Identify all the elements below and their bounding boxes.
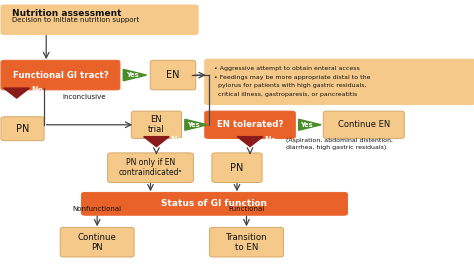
Text: PN: PN [16, 124, 29, 134]
Text: • Aggressive attempt to obtain enteral access: • Aggressive attempt to obtain enteral a… [214, 66, 360, 71]
Text: pylorus for patients with high gastric residuals,: pylorus for patients with high gastric r… [214, 83, 367, 88]
Text: (Aspiration, abdominal distention,: (Aspiration, abdominal distention, [285, 138, 392, 143]
Text: Nonfunctional: Nonfunctional [73, 206, 122, 212]
FancyBboxPatch shape [60, 227, 134, 257]
Polygon shape [185, 119, 208, 130]
Text: EN: EN [166, 70, 180, 80]
Text: Yes: Yes [301, 122, 313, 128]
FancyBboxPatch shape [131, 111, 182, 138]
Text: PN: PN [230, 163, 244, 173]
Polygon shape [299, 119, 321, 130]
FancyBboxPatch shape [1, 60, 120, 90]
Text: • Feedings may be more appropriate distal to the: • Feedings may be more appropriate dista… [214, 75, 371, 79]
Text: EN tolerated?: EN tolerated? [217, 120, 283, 129]
FancyBboxPatch shape [82, 192, 347, 215]
Text: No: No [171, 136, 182, 144]
Text: Decision to initiate nutrition support: Decision to initiate nutrition support [12, 17, 139, 23]
Polygon shape [4, 88, 29, 98]
FancyBboxPatch shape [205, 59, 474, 105]
Text: PN only if EN
contraindicatedᵃ: PN only if EN contraindicatedᵃ [119, 158, 182, 178]
FancyBboxPatch shape [205, 111, 295, 138]
FancyBboxPatch shape [1, 5, 198, 34]
Text: diarrhea, high gastric residuals): diarrhea, high gastric residuals) [285, 145, 386, 150]
Text: Continue
PN: Continue PN [78, 233, 117, 252]
Text: Transition
to EN: Transition to EN [226, 233, 267, 252]
Text: Inconclusive: Inconclusive [63, 94, 106, 100]
Text: No: No [31, 86, 43, 95]
Polygon shape [123, 69, 146, 81]
Text: Functional GI tract?: Functional GI tract? [12, 70, 109, 80]
FancyBboxPatch shape [212, 153, 262, 182]
FancyBboxPatch shape [323, 111, 404, 138]
FancyBboxPatch shape [150, 60, 196, 90]
Text: Functional: Functional [228, 206, 264, 212]
Text: EN
trial: EN trial [148, 115, 165, 134]
Text: Yes: Yes [126, 72, 138, 78]
Polygon shape [144, 137, 169, 147]
Text: No: No [264, 136, 276, 144]
FancyBboxPatch shape [108, 153, 193, 182]
Text: Nutrition assessment: Nutrition assessment [12, 9, 121, 18]
Text: Status of GI function: Status of GI function [162, 199, 267, 208]
Text: Yes: Yes [187, 122, 200, 128]
Text: critical illness, gastroparesis, or pancreatitis: critical illness, gastroparesis, or panc… [214, 92, 357, 97]
Text: Continue EN: Continue EN [337, 120, 390, 129]
Polygon shape [237, 137, 263, 147]
FancyBboxPatch shape [1, 117, 44, 141]
FancyBboxPatch shape [210, 227, 283, 257]
